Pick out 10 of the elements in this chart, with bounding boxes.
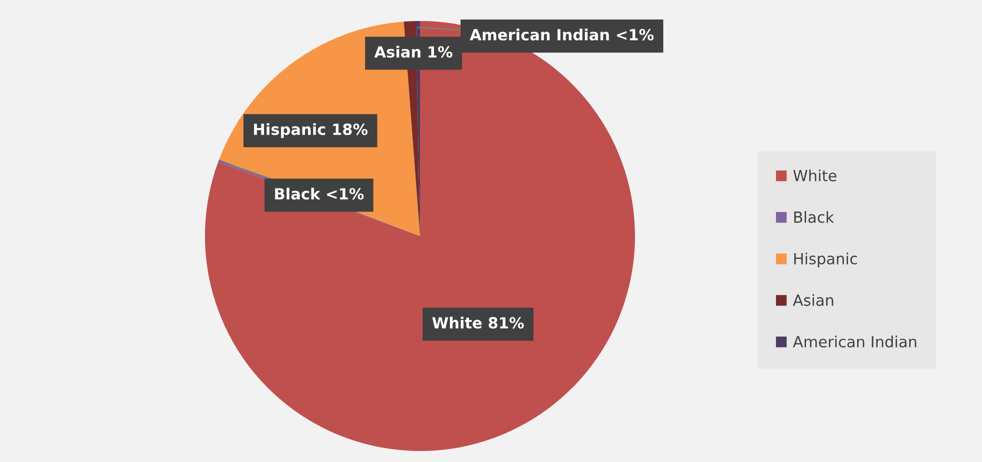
data-label: American Indian <1%: [470, 28, 654, 40]
data-label: Hispanic 18%: [254, 123, 368, 138]
legend-label: American Indian: [792, 336, 916, 348]
data-label: White 81%: [432, 316, 524, 329]
data-label: Asian 1%: [374, 46, 452, 58]
legend-label: Black: [794, 211, 834, 223]
legend-label: White: [793, 170, 836, 182]
data-label: Black <1%: [275, 188, 364, 200]
legend-label: Hispanic: [794, 252, 857, 268]
legend-label: Asian: [792, 294, 834, 306]
